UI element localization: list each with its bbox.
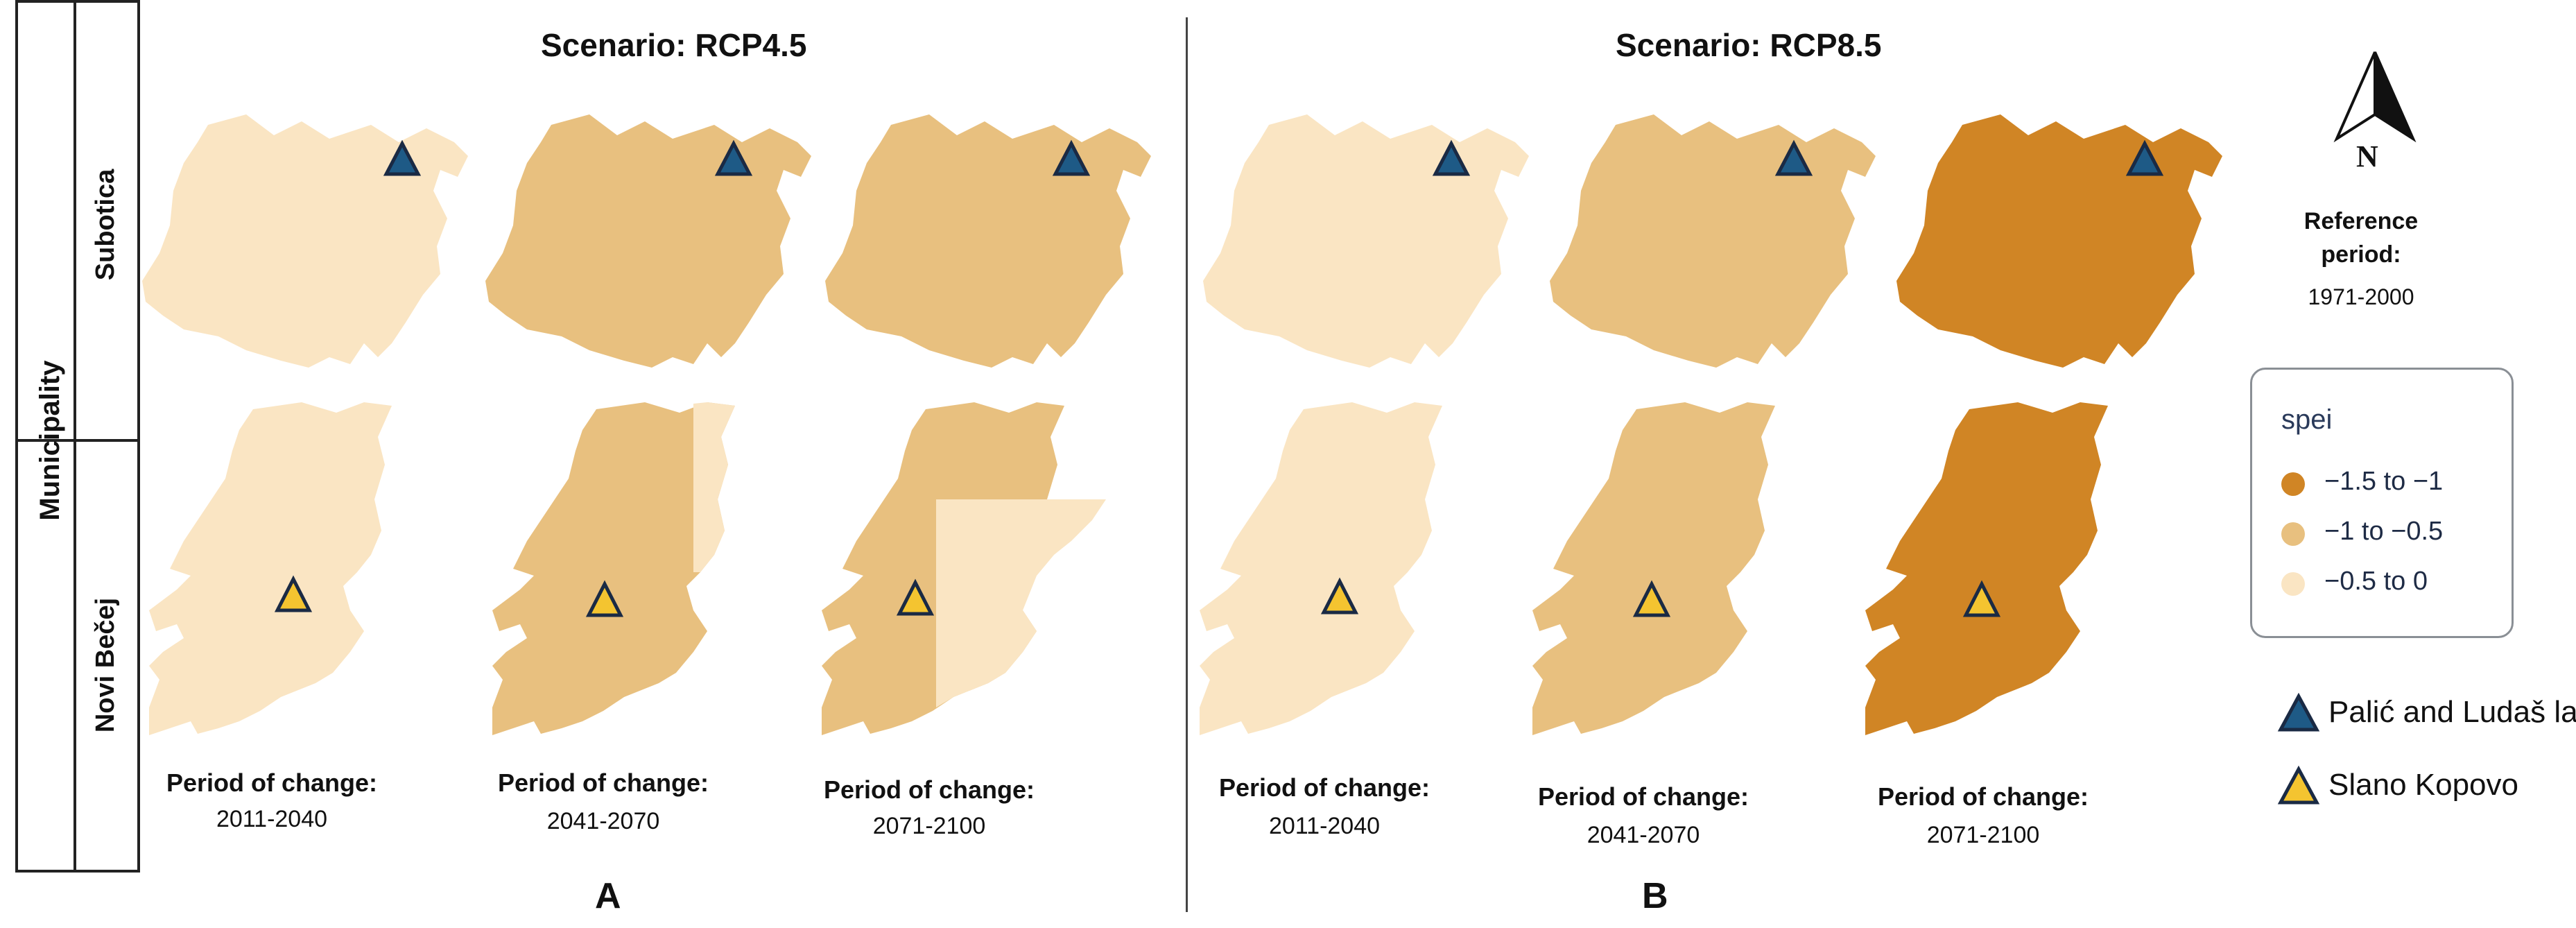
map-subotica-a3 [825, 114, 1151, 368]
row-header-separator [15, 439, 140, 442]
slano-kopovo-marker [274, 575, 313, 612]
period-value-a1: 2011-2040 [216, 806, 328, 832]
scenario-title-b: Scenario: RCP8.5 [1616, 27, 1882, 63]
map-subotica-b2 [1550, 114, 1876, 368]
north-label: N [2356, 139, 2378, 173]
subotica-region [1896, 114, 2222, 368]
slano-kopovo-marker [1962, 580, 2001, 617]
map-subotica-b3 [1896, 114, 2222, 368]
row-header-box [15, 0, 140, 873]
slano-kopovo-marker [1320, 577, 1359, 615]
palic-ludas-marker [1052, 139, 1091, 176]
subotica-region [1550, 114, 1876, 368]
slano-kopovo-marker [585, 580, 624, 617]
map-subotica-a1 [142, 114, 468, 368]
reference-period-label: Reference period: [2303, 208, 2419, 268]
row-label-subotica: Subotica [91, 169, 120, 281]
period-title-a1: Period of change: [166, 768, 378, 797]
palic-ludas-marker [1774, 139, 1813, 176]
legend-swatch-1 [2281, 472, 2305, 496]
period-value-b1: 2011-2040 [1268, 813, 1381, 839]
period-value-b3: 2071-2100 [1926, 822, 2040, 848]
map-novi-becej-a2 [492, 402, 735, 735]
triangle-icon [2277, 765, 2320, 805]
scenario-title-a: Scenario: RCP4.5 [541, 27, 807, 63]
novi-becej-subregion [693, 402, 735, 572]
novi-becej-region [149, 402, 392, 735]
legend-swatch-2 [2281, 522, 2305, 546]
slano-kopovo-marker [1632, 580, 1671, 617]
palic-ludas-marker [714, 139, 753, 176]
map-novi-becej-a3 [822, 402, 1106, 735]
subotica-region [825, 114, 1151, 368]
novi-becej-region [1532, 402, 1775, 735]
panel-letter-b: B [1642, 876, 1668, 916]
novi-becej-region [492, 402, 735, 735]
panel-divider [1186, 17, 1188, 912]
north-arrow-icon [2333, 51, 2417, 143]
row-header-divider [74, 0, 76, 873]
map-novi-becej-b1 [1200, 402, 1442, 735]
map-subotica-a2 [485, 114, 811, 368]
row-label-novi-becej: Novi Bečej [91, 597, 120, 733]
period-title-a3: Period of change: [823, 775, 1035, 804]
legend-box: spei −1.5 to −1 −1 to −0.5 −0.5 to 0 [2250, 368, 2514, 638]
subotica-region [142, 114, 468, 368]
reference-period-value: 1971-2000 [2308, 284, 2414, 309]
period-title-b2: Period of change: [1537, 782, 1749, 811]
palic-ludas-marker [2125, 139, 2164, 176]
panel-letter-a: A [595, 876, 621, 916]
period-title-a2: Period of change: [497, 768, 709, 797]
map-novi-becej-a1 [149, 402, 392, 735]
novi-becej-region [1865, 402, 2108, 735]
marker-label-slano-kopovo: Slano Kopovo [2328, 768, 2518, 802]
period-value-a3: 2071-2100 [872, 813, 986, 839]
triangle-icon [2277, 692, 2320, 732]
legend-swatch-3 [2281, 572, 2305, 596]
marker-label-palic: Palić and Ludaš lake [2328, 695, 2576, 729]
novi-becej-subregion [936, 499, 1106, 707]
slano-kopovo-marker [896, 578, 935, 616]
palic-ludas-marker [1432, 139, 1471, 176]
subotica-region [485, 114, 811, 368]
palic-ludas-marker [383, 139, 422, 176]
map-novi-becej-b2 [1532, 402, 1775, 735]
period-value-b2: 2041-2070 [1587, 822, 1700, 848]
map-novi-becej-b3 [1865, 402, 2108, 735]
legend-item-2: −1 to −0.5 [2324, 517, 2444, 546]
municipality-label: Municipality [35, 360, 65, 521]
subotica-region [1203, 114, 1529, 368]
legend-item-3: −0.5 to 0 [2324, 567, 2428, 596]
period-value-a2: 2041-2070 [546, 808, 660, 834]
legend-item-1: −1.5 to −1 [2324, 467, 2444, 496]
period-title-b1: Period of change: [1218, 773, 1430, 802]
period-title-b3: Period of change: [1877, 782, 2089, 811]
map-subotica-b1 [1203, 114, 1529, 368]
legend-title: spei [2281, 404, 2333, 435]
novi-becej-region [1200, 402, 1442, 735]
